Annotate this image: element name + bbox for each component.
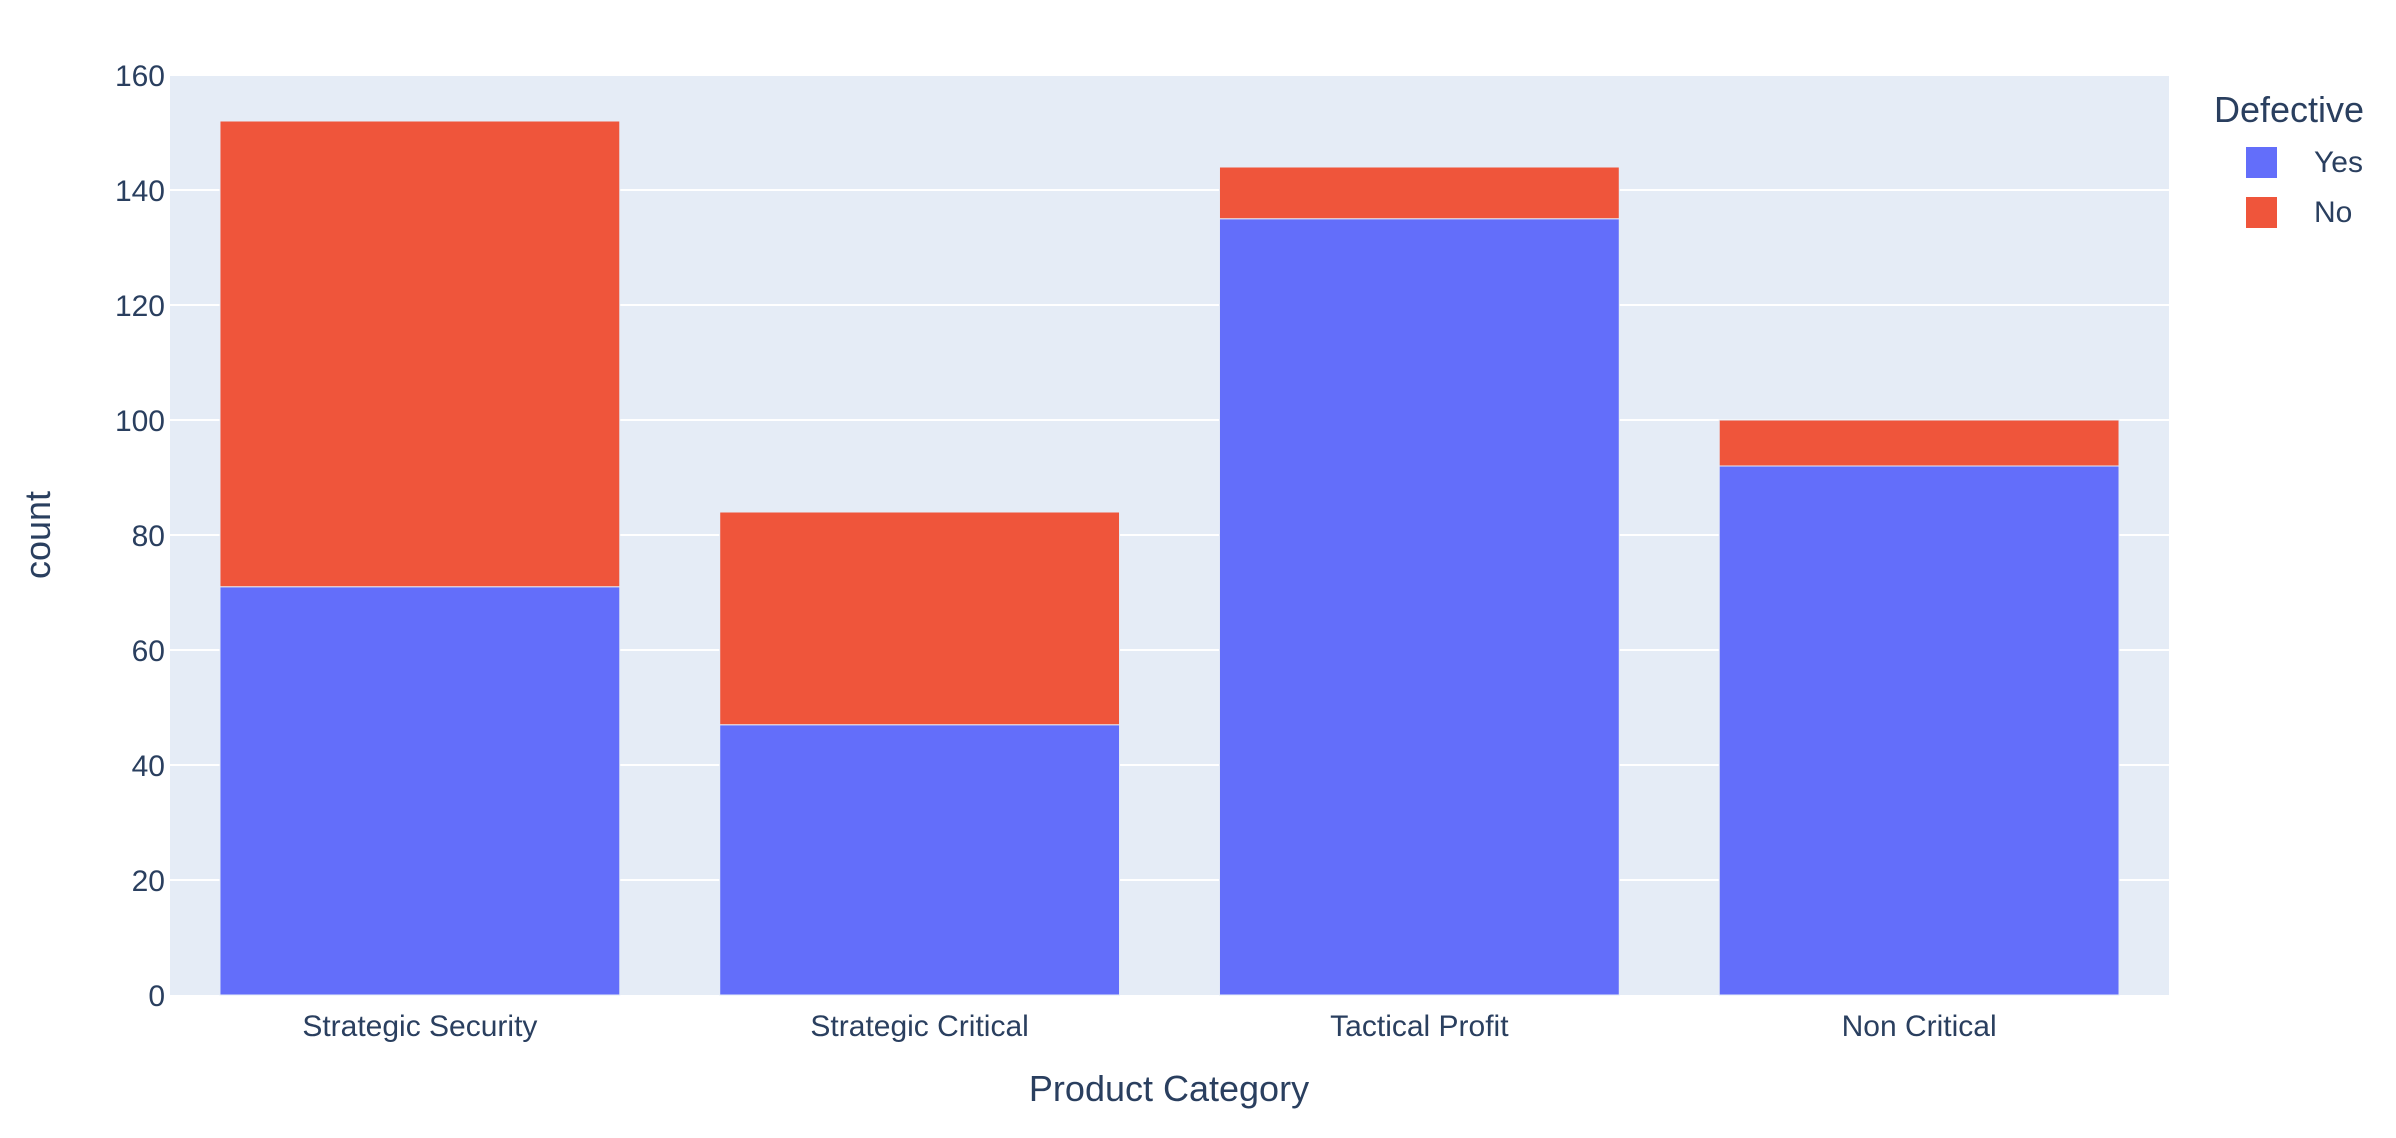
y-tick-label: 20 xyxy=(132,865,165,898)
y-tick-label: 0 xyxy=(148,980,165,1013)
legend-label-yes[interactable]: Yes xyxy=(2314,146,2363,179)
legend-swatch-yes[interactable] xyxy=(2246,147,2277,178)
y-tick-labels: 0 20 40 60 80 100 120 140 160 xyxy=(115,60,165,1013)
y-tick-label: 160 xyxy=(115,60,165,93)
x-axis-title: Product Category xyxy=(1029,1068,1309,1109)
x-tick-label: Tactical Profit xyxy=(1330,1010,1509,1043)
x-tick-label: Non Critical xyxy=(1842,1010,1997,1043)
y-axis-title: count xyxy=(17,491,58,579)
y-tick-label: 40 xyxy=(132,750,165,783)
legend: Defective Yes No xyxy=(2214,89,2364,229)
legend-swatch-no[interactable] xyxy=(2246,197,2277,228)
bar-no-1 xyxy=(719,511,1121,726)
legend-title: Defective xyxy=(2214,89,2364,130)
bar-yes-0 xyxy=(219,586,621,996)
y-tick-label: 120 xyxy=(115,290,165,323)
bar-no-3 xyxy=(1718,419,2120,467)
legend-items: Yes No xyxy=(2246,146,2363,229)
y-tick-label: 60 xyxy=(132,635,165,668)
x-tick-label: Strategic Critical xyxy=(810,1010,1028,1043)
bar-no-2 xyxy=(1218,166,1620,220)
x-tick-label: Strategic Security xyxy=(302,1010,537,1043)
legend-label-no[interactable]: No xyxy=(2314,196,2352,229)
bar-no-0 xyxy=(219,120,621,588)
bar-yes-3 xyxy=(1718,465,2120,996)
y-tick-label: 100 xyxy=(115,405,165,438)
bar-yes-1 xyxy=(719,724,1121,996)
x-tick-labels: Strategic Security Strategic Critical Tact… xyxy=(302,1010,1996,1043)
y-tick-label: 140 xyxy=(115,175,165,208)
bar-yes-2 xyxy=(1218,218,1620,996)
y-tick-label: 80 xyxy=(132,520,165,553)
bars xyxy=(219,120,2120,996)
